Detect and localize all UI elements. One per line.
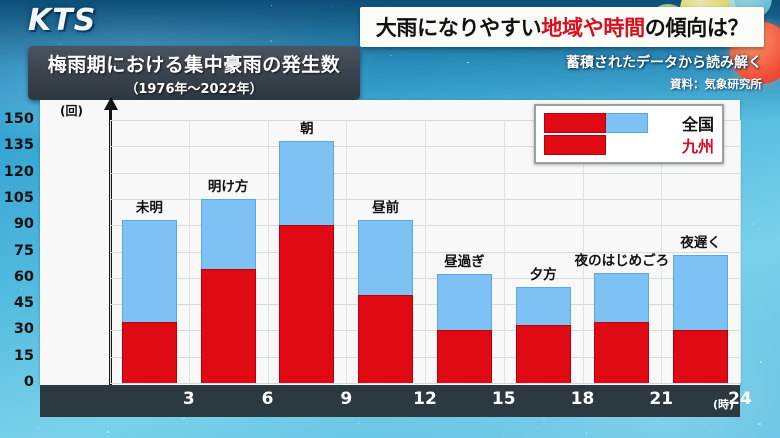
bar-segment-national bbox=[279, 141, 335, 226]
bar-segment-kyushu bbox=[515, 325, 571, 383]
x-axis-tick-label: 6 bbox=[261, 389, 274, 409]
source-credit: 資料：気象研究所 bbox=[670, 77, 762, 91]
legend-label-national: 全国 bbox=[681, 115, 714, 134]
chart-title-plate: 梅雨期における集中豪雨の発生数 （1976年〜2022年） bbox=[28, 46, 360, 100]
y-axis-tick-label: 120 bbox=[3, 163, 34, 180]
y-axis-tick-label: 45 bbox=[13, 295, 34, 312]
bar-segment-national bbox=[515, 286, 571, 326]
y-axis-tick-label: 135 bbox=[3, 137, 34, 154]
plot-area: 未明 明け方 朝昼前昼過ぎ夕方 夜のはじめごろ 夜遅く bbox=[110, 120, 741, 384]
page-subtitle: （1976年〜2022年） bbox=[125, 82, 263, 97]
y-axis-tick-label: 90 bbox=[13, 216, 34, 233]
y-axis-unit: (回) bbox=[60, 104, 83, 118]
page-title: 梅雨期における集中豪雨の発生数 bbox=[47, 54, 341, 76]
y-axis-tick-label: 75 bbox=[13, 242, 34, 259]
bar-segment-national bbox=[436, 274, 492, 331]
bar-label: 夕方 bbox=[529, 266, 557, 283]
legend-item-national: 全国 bbox=[544, 112, 714, 134]
bar-12-15: 昼過ぎ bbox=[436, 254, 492, 383]
bar-segment-national bbox=[358, 219, 414, 296]
bar-segment-national bbox=[200, 198, 256, 270]
legend-swatch-national bbox=[544, 113, 648, 133]
y-axis-tick-label: 150 bbox=[3, 111, 34, 127]
bar-21-24: 夜遅く bbox=[673, 235, 729, 383]
bar-label: 夜遅く bbox=[680, 235, 721, 252]
bar-3-6: 明け方 bbox=[200, 179, 256, 383]
gridline-horizontal bbox=[110, 383, 740, 384]
gridline-vertical bbox=[740, 120, 741, 383]
x-axis-tick-label: 3 bbox=[182, 389, 195, 409]
gridline-vertical bbox=[503, 120, 505, 383]
gridline-vertical bbox=[267, 120, 269, 383]
bar-6-9: 朝 bbox=[279, 121, 335, 383]
y-axis-tick-label: 15 bbox=[13, 347, 34, 364]
bar-segment-kyushu bbox=[279, 225, 335, 383]
bar-segment-national bbox=[594, 272, 650, 322]
headline-subtext: 蓄積されたデータから読み解く bbox=[566, 55, 762, 71]
bar-segment-kyushu bbox=[121, 321, 177, 383]
gridline-vertical bbox=[346, 120, 348, 383]
legend-item-kyushu: 九州 bbox=[544, 134, 714, 156]
bar-label: 未明 bbox=[135, 199, 163, 216]
bar-label: 朝 bbox=[300, 121, 314, 138]
y-axis-tick-label: 60 bbox=[13, 268, 34, 285]
x-axis-tick-label: 9 bbox=[340, 389, 353, 409]
bar-segment-national bbox=[121, 219, 177, 322]
x-axis-tick-label: 12 bbox=[413, 389, 437, 409]
bar-label: 明け方 bbox=[207, 178, 249, 195]
bar-18-21: 夜のはじめごろ bbox=[575, 253, 669, 383]
legend-swatch-kyushu bbox=[544, 135, 606, 155]
headline-part1: 大雨になりやすい bbox=[375, 16, 542, 40]
x-axis-band: (時) 3 6 9 12 15 18 21 24 bbox=[40, 385, 752, 417]
gridline-vertical bbox=[582, 120, 584, 383]
y-axis-tick-label: 0 bbox=[23, 374, 34, 390]
gridline-vertical bbox=[661, 120, 663, 383]
station-logo: KTS bbox=[28, 3, 97, 38]
bar-segment-kyushu bbox=[594, 321, 650, 383]
bar-label: 夜のはじめごろ bbox=[574, 252, 670, 269]
x-axis-tick-label: 18 bbox=[570, 389, 595, 409]
headline-part2: の傾向は？ bbox=[644, 16, 749, 40]
bar-segment-kyushu bbox=[436, 330, 492, 383]
gridline-vertical bbox=[425, 120, 426, 383]
bar-segment-kyushu bbox=[358, 295, 414, 383]
bar-15-18: 夕方 bbox=[515, 267, 571, 383]
y-axis-tick-label: 105 bbox=[3, 189, 34, 206]
chart-legend: 全国 九州 bbox=[534, 104, 724, 164]
x-axis-tick-label: 24 bbox=[728, 389, 752, 409]
bar-9-12: 昼前 bbox=[358, 200, 414, 383]
x-axis-tick-label: 15 bbox=[491, 389, 516, 409]
bar-segment-national bbox=[673, 255, 729, 331]
y-axis-tick-label: 30 bbox=[13, 321, 34, 338]
x-axis-unit: (時) bbox=[712, 398, 734, 411]
bar-0-3: 未明 bbox=[121, 200, 177, 383]
legend-label-kyushu: 九州 bbox=[681, 137, 714, 156]
bar-segment-kyushu bbox=[200, 269, 256, 383]
headline-banner: 大雨になりやすい地域や時間の傾向は？ bbox=[360, 7, 764, 47]
headline-text: 大雨になりやすい地域や時間の傾向は？ bbox=[376, 12, 749, 42]
x-axis-tick-label: 21 bbox=[649, 389, 674, 409]
gridline-vertical bbox=[188, 120, 190, 383]
bar-label: 昼前 bbox=[372, 199, 400, 216]
headline-highlight: 地域や時間 bbox=[541, 16, 645, 40]
bar-segment-kyushu bbox=[673, 330, 729, 383]
bar-label: 昼過ぎ bbox=[444, 254, 485, 271]
chart-panel: (回) 未明 明け方 朝昼前昼過ぎ夕方 夜のはじめごろ 夜遅く 全国 九州 0 15 30 4… bbox=[4, 97, 741, 390]
gridline-vertical bbox=[110, 120, 111, 383]
